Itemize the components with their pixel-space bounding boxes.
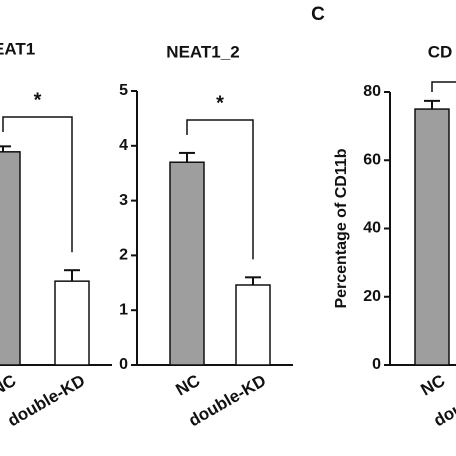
x-tick-label: NC [0,371,19,400]
bar [414,108,450,366]
y-tick-label: 20 [363,288,381,305]
significance-marker: * [34,89,42,111]
y-tick-label: 1 [119,301,128,318]
y-tick-label: 40 [363,220,381,237]
x-tick-label: double-KD [4,371,88,430]
y-tick-label: 3 [119,192,128,209]
y-tick-label: 2 [119,247,128,264]
y-tick-label: 0 [119,356,128,373]
bar [235,284,271,366]
panel-label: C [311,4,325,25]
y-tick-label: 5 [119,82,128,99]
significance-marker: * [216,92,224,114]
bar [169,161,205,366]
y-tick-label: 80 [363,83,381,100]
bar [0,151,21,366]
chart-title: NEAT1_2 [166,42,239,61]
y-tick-label: 60 [363,151,381,168]
y-axis-label: Percentage of CD11b [333,148,350,308]
chart-title: NEAT1 [0,39,35,58]
bar [54,280,90,366]
chart-title: CD [428,42,453,61]
x-tick-label: NC [417,371,448,400]
significance-bracket [431,81,456,92]
y-tick-label: 0 [372,356,381,373]
y-tick-label: 4 [119,137,128,154]
significance-bracket [186,119,254,260]
significance-bracket [2,116,73,253]
x-tick-label: NC [172,371,203,400]
